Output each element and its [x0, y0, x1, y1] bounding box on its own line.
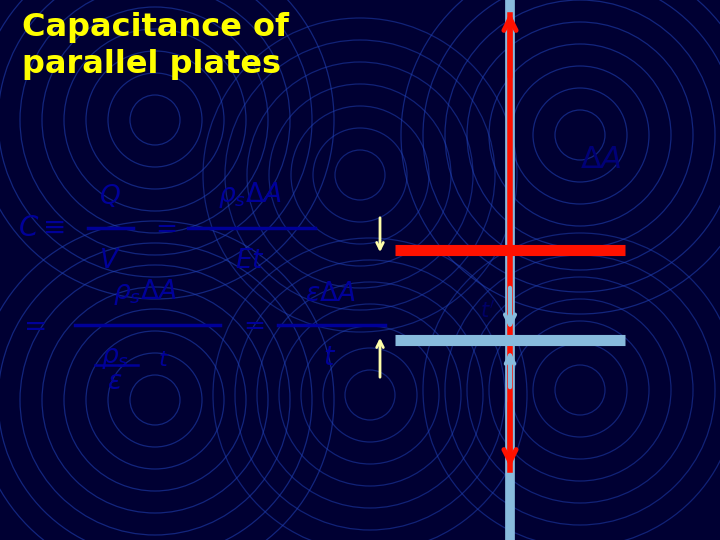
Text: $=$: $=$: [150, 215, 176, 241]
Text: $=$: $=$: [238, 312, 264, 338]
Text: Capacitance of
parallel plates: Capacitance of parallel plates: [22, 12, 289, 80]
Text: $t$: $t$: [158, 350, 169, 370]
Text: $\rho_s$: $\rho_s$: [101, 345, 129, 371]
Text: $\Delta A$: $\Delta A$: [580, 145, 621, 174]
Text: $t'$: $t'$: [480, 299, 495, 321]
Text: $V$: $V$: [99, 248, 121, 274]
Text: $\varepsilon$: $\varepsilon$: [107, 369, 122, 395]
Text: $\varepsilon\Delta A$: $\varepsilon\Delta A$: [305, 281, 355, 307]
Text: $\rho_s\Delta A$: $\rho_s\Delta A$: [113, 277, 176, 307]
Text: $Et$: $Et$: [235, 248, 265, 274]
Text: $t$: $t$: [323, 345, 336, 371]
Text: $Q$: $Q$: [99, 183, 121, 210]
Text: $=$: $=$: [18, 311, 46, 339]
Text: $C \equiv$: $C \equiv$: [18, 214, 65, 242]
Text: $\rho_s\Delta A$: $\rho_s\Delta A$: [218, 180, 282, 210]
